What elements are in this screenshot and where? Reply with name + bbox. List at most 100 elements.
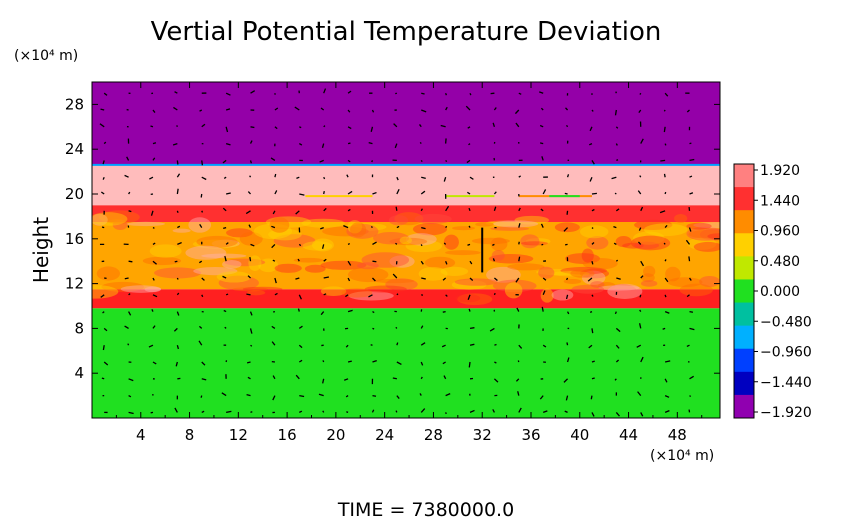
wind-vector [103, 327, 108, 332]
wind-vector [128, 293, 131, 296]
heatmap-texture-blob [455, 294, 481, 303]
wind-vector [421, 176, 426, 180]
wind-vector [152, 277, 155, 281]
wind-vector [250, 411, 253, 414]
y-tick-label: 16 [65, 230, 84, 248]
wind-vector [616, 159, 619, 162]
wind-vector [152, 242, 156, 245]
wind-vector [591, 192, 597, 195]
wind-vector [270, 157, 276, 161]
wind-vector [395, 242, 398, 245]
wind-vector [442, 361, 446, 365]
wind-vector [347, 109, 351, 113]
heatmap-texture-blob [322, 226, 369, 237]
y-tick-label: 20 [65, 185, 84, 203]
wind-vector [392, 377, 397, 380]
wind-vector [590, 395, 593, 400]
wind-vector [591, 328, 594, 334]
wind-vector [225, 242, 229, 245]
wind-vector [152, 227, 155, 229]
wind-vector [346, 174, 349, 178]
wind-vector [469, 176, 474, 180]
wind-vector [637, 190, 642, 195]
colorbar-label: −1.440 [760, 375, 812, 391]
heatmap-texture-blob [224, 258, 266, 267]
wind-vector [689, 192, 694, 195]
wind-vector [591, 208, 595, 212]
wind-vector [150, 210, 154, 216]
wind-vector [663, 242, 666, 245]
wind-vector [420, 342, 426, 346]
wind-vector [201, 210, 204, 213]
wind-vector [199, 223, 203, 228]
wind-vector [272, 210, 276, 215]
heatmap-texture-blob [444, 250, 481, 256]
colorbar-segment [734, 256, 754, 280]
wind-vector [639, 175, 642, 178]
heatmap-texture-blob [193, 266, 238, 276]
wind-vector [323, 190, 325, 195]
heatmap-texture-blob [471, 237, 510, 245]
heatmap-texture-blob [350, 222, 367, 238]
heatmap-texture-blob [491, 250, 505, 261]
wind-vector [611, 176, 617, 180]
colorbar-segment [734, 394, 754, 419]
wind-vector [172, 142, 178, 146]
wind-vector [201, 123, 206, 128]
plot-frame [91, 81, 721, 419]
wind-vector [420, 361, 424, 366]
wind-vector [420, 208, 423, 212]
heatmap-texture-blob [269, 217, 290, 233]
wind-vector [223, 309, 227, 313]
heatmap-texture-blob [634, 219, 673, 231]
wind-vector [299, 193, 305, 196]
wind-vector [639, 294, 642, 298]
wind-vector [299, 410, 303, 413]
wind-vector [664, 143, 667, 146]
wind-vector [640, 412, 644, 417]
heatmap-texture-blob [699, 228, 720, 241]
chart-title: Vertial Potential Temperature Deviation [151, 17, 662, 47]
wind-vector [539, 395, 544, 400]
wind-vector [322, 378, 325, 384]
wind-vector [396, 361, 402, 365]
wind-vector [176, 277, 179, 280]
wind-vector [468, 207, 471, 212]
heatmap-texture-blob [504, 282, 523, 299]
wind-vector [371, 409, 375, 413]
heatmap-texture-blob [622, 242, 644, 249]
heatmap-texture-blob [451, 279, 487, 290]
wind-vector [174, 407, 178, 413]
heatmap-texture-blob [96, 266, 120, 281]
wind-vector [468, 308, 471, 312]
heatmap-texture-blob [490, 237, 508, 251]
heatmap-texture-blob [246, 290, 266, 296]
wind-vector [493, 107, 497, 111]
heatmap-texture-blob [226, 228, 253, 238]
heatmap-texture-blob [389, 255, 415, 268]
wind-vector [320, 311, 325, 316]
wind-vector [660, 159, 666, 162]
heatmap-texture-blob [364, 285, 407, 293]
heatmap-texture-blob [92, 284, 119, 299]
wind-vector [298, 143, 303, 146]
wind-vector [591, 412, 595, 417]
wind-vector [176, 292, 180, 296]
wind-vector [445, 412, 447, 415]
wind-vector [222, 159, 227, 164]
wind-vector [492, 258, 496, 262]
wind-vector [445, 92, 447, 96]
wind-vector [689, 310, 694, 313]
wind-vector [664, 360, 671, 363]
wind-vector [372, 260, 377, 263]
wind-vector [539, 142, 544, 145]
wind-vector [246, 361, 251, 364]
y-unit-label: (×10⁴ m) [14, 48, 78, 64]
wind-vector [177, 241, 182, 245]
heatmap-texture-blob [192, 239, 239, 249]
wind-vector [199, 109, 203, 112]
wind-vector [418, 124, 422, 128]
wind-vector [128, 395, 132, 398]
wind-vector [492, 409, 495, 413]
